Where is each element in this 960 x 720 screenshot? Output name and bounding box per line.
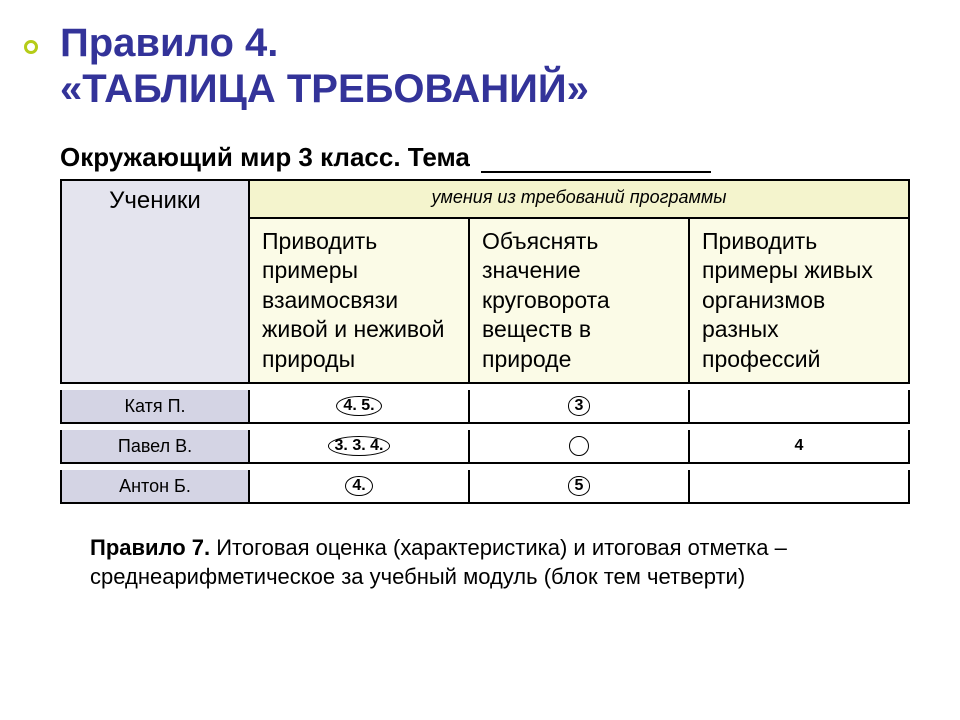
grade-oval: 3. 3. 4. bbox=[328, 436, 391, 456]
skill-column-3: Приводить примеры живых организмов разны… bbox=[690, 219, 910, 382]
skill-column-1: Приводить примеры взаимосвязи живой и не… bbox=[250, 219, 470, 382]
students-header: Ученики bbox=[60, 179, 250, 219]
grade-cell bbox=[690, 390, 908, 422]
grade-oval: 4. bbox=[345, 476, 372, 496]
footer-label: Правило 7. bbox=[90, 535, 210, 560]
subtitle-blank bbox=[481, 171, 711, 173]
skill-columns-row: Приводить примеры взаимосвязи живой и не… bbox=[60, 219, 910, 384]
slide-title: Правило 4. «ТАБЛИЦА ТРЕБОВАНИЙ» bbox=[60, 20, 910, 112]
table-row: Антон Б. 4. 5 bbox=[60, 470, 910, 504]
grade-cell bbox=[690, 470, 908, 502]
footer-rule: Правило 7. Итоговая оценка (характеристи… bbox=[60, 534, 910, 591]
title-bullet bbox=[24, 40, 38, 54]
grade-oval: 5 bbox=[568, 476, 591, 496]
title-line1: Правило 4. bbox=[60, 21, 278, 65]
requirements-table: Ученики умения из требований программы П… bbox=[60, 179, 910, 504]
skills-header: умения из требований программы bbox=[250, 179, 910, 219]
grade-oval: 3 bbox=[568, 396, 591, 416]
students-header-body bbox=[60, 219, 250, 382]
grade-cell: 4 bbox=[690, 430, 908, 462]
table-row: Павел В. 3. 3. 4. 4 bbox=[60, 430, 910, 464]
grade-oval bbox=[569, 436, 589, 456]
subtitle: Окружающий мир 3 класс. Тема bbox=[60, 142, 910, 173]
student-rows: Катя П. 4. 5. 3 Павел В. 3. 3. 4. 4 Антон Б. 4.… bbox=[60, 384, 910, 504]
student-name: Павел В. bbox=[62, 430, 250, 462]
grade-cell: 3 bbox=[470, 390, 690, 422]
table-row: Катя П. 4. 5. 3 bbox=[60, 390, 910, 424]
grade-cell: 4. 5. bbox=[250, 390, 470, 422]
student-name: Катя П. bbox=[62, 390, 250, 422]
skill-column-2: Объяснять значение круговорота веществ в… bbox=[470, 219, 690, 382]
title-line2: «ТАБЛИЦА ТРЕБОВАНИЙ» bbox=[60, 67, 589, 111]
grade-oval: 4. 5. bbox=[336, 396, 381, 416]
grade-cell bbox=[470, 430, 690, 462]
grade-cell: 4. bbox=[250, 470, 470, 502]
table-header-row: Ученики умения из требований программы bbox=[60, 179, 910, 219]
grade-cell: 5 bbox=[470, 470, 690, 502]
grade-cell: 3. 3. 4. bbox=[250, 430, 470, 462]
subtitle-text: Окружающий мир 3 класс. Тема bbox=[60, 142, 470, 172]
student-name: Антон Б. bbox=[62, 470, 250, 502]
